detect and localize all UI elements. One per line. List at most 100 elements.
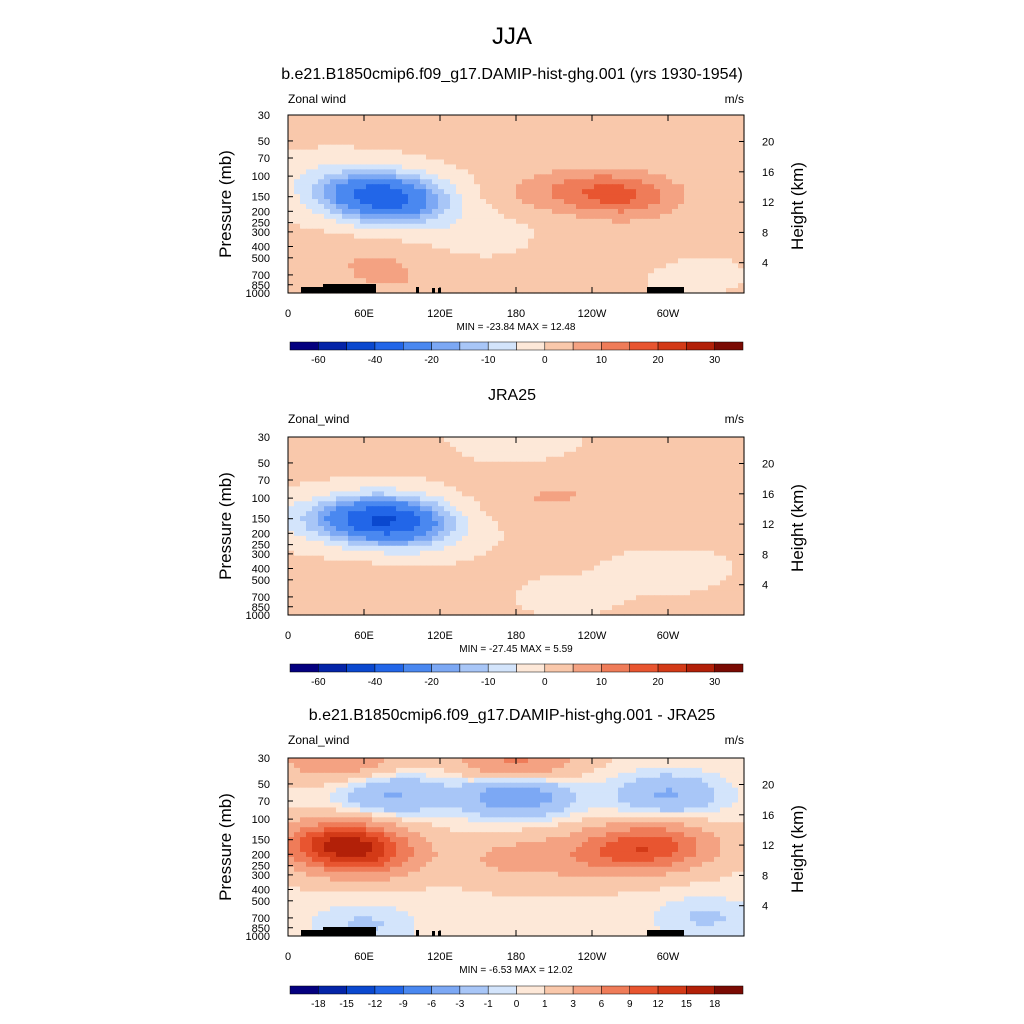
field-cell [300, 451, 307, 458]
field-cell [564, 446, 571, 453]
field-cell [672, 521, 679, 527]
field-cell [486, 263, 493, 269]
field-cell [690, 248, 697, 255]
field-cell [660, 526, 667, 532]
field-cell [414, 248, 421, 255]
field-cell [726, 189, 733, 195]
field-cell [654, 243, 661, 250]
field-cell [606, 159, 613, 166]
field-cell [462, 540, 469, 547]
field-cell [390, 575, 397, 581]
field-cell [462, 115, 469, 121]
field-cell [642, 223, 649, 230]
field-cell [516, 540, 523, 547]
field-cell [516, 565, 523, 572]
field-cell [492, 243, 499, 250]
field-cell [396, 159, 403, 166]
field-cell [672, 456, 679, 463]
field-cell [408, 238, 415, 245]
field-cell [606, 466, 613, 473]
field-cell [396, 283, 403, 289]
field-cell [702, 526, 709, 532]
field-cell [390, 441, 397, 448]
field-cell [528, 233, 535, 240]
field-cell [738, 204, 745, 210]
field-cell [426, 179, 433, 185]
field-cell [366, 218, 373, 225]
field-cell [654, 476, 661, 483]
field-cell [342, 501, 349, 507]
field-cell [678, 476, 685, 483]
field-cell [294, 560, 301, 567]
field-cell [630, 263, 637, 269]
field-cell [438, 218, 445, 225]
field-cell [288, 555, 295, 562]
field-cell [636, 115, 643, 121]
field-cell [564, 243, 571, 250]
field-cell [528, 169, 535, 175]
field-cell [702, 199, 709, 205]
field-cell [294, 134, 301, 141]
field-cell [726, 501, 733, 507]
field-cell [444, 248, 451, 255]
field-cell [576, 471, 583, 478]
field-cell [306, 129, 313, 136]
field-cell [354, 119, 361, 126]
field-cell [456, 283, 463, 289]
field-cell [396, 134, 403, 141]
field-cell [462, 521, 469, 527]
field-cell [402, 124, 409, 131]
field-cell [480, 228, 487, 235]
field-cell [540, 550, 547, 557]
field-cell [642, 451, 649, 458]
field-cell [702, 501, 709, 507]
field-cell [318, 149, 325, 156]
field-cell [336, 233, 343, 240]
field-cell [438, 530, 445, 537]
field-cell [414, 149, 421, 156]
field-cell [660, 218, 667, 225]
field-cell [600, 228, 607, 235]
field-cell [522, 506, 529, 512]
field-cell [636, 511, 643, 517]
field-cell [294, 451, 301, 458]
field-cell [594, 213, 601, 220]
field-cell [420, 184, 427, 190]
field-cell [552, 521, 559, 527]
field-cell [414, 169, 421, 175]
field-cell [570, 189, 577, 195]
field-cell [678, 258, 685, 264]
field-cell [666, 456, 673, 463]
field-cell [312, 545, 319, 552]
field-cell [444, 288, 451, 294]
field-cell [438, 550, 445, 557]
field-cell [480, 486, 487, 492]
field-cell [720, 521, 727, 527]
field-cell [504, 560, 511, 567]
field-cell [630, 159, 637, 166]
field-cell [708, 144, 715, 151]
field-cell [540, 159, 547, 166]
field-cell [414, 218, 421, 225]
field-cell [612, 263, 619, 269]
field-cell [732, 506, 739, 512]
field-cell [468, 243, 475, 250]
field-cell [408, 228, 415, 235]
field-cell [576, 278, 583, 284]
field-cell [618, 506, 625, 512]
field-cell [732, 129, 739, 136]
field-cell [540, 238, 547, 245]
field-cell [450, 228, 457, 235]
field-cell [522, 535, 529, 542]
field-cell [636, 451, 643, 458]
field-cell [420, 437, 427, 443]
field-cell [726, 535, 733, 542]
field-cell [480, 283, 487, 289]
field-cell [372, 496, 379, 502]
field-cell [474, 179, 481, 185]
field-cell [738, 174, 745, 180]
field-cell [672, 218, 679, 225]
field-cell [366, 134, 373, 141]
field-cell [456, 228, 463, 235]
field-cell [402, 491, 409, 497]
